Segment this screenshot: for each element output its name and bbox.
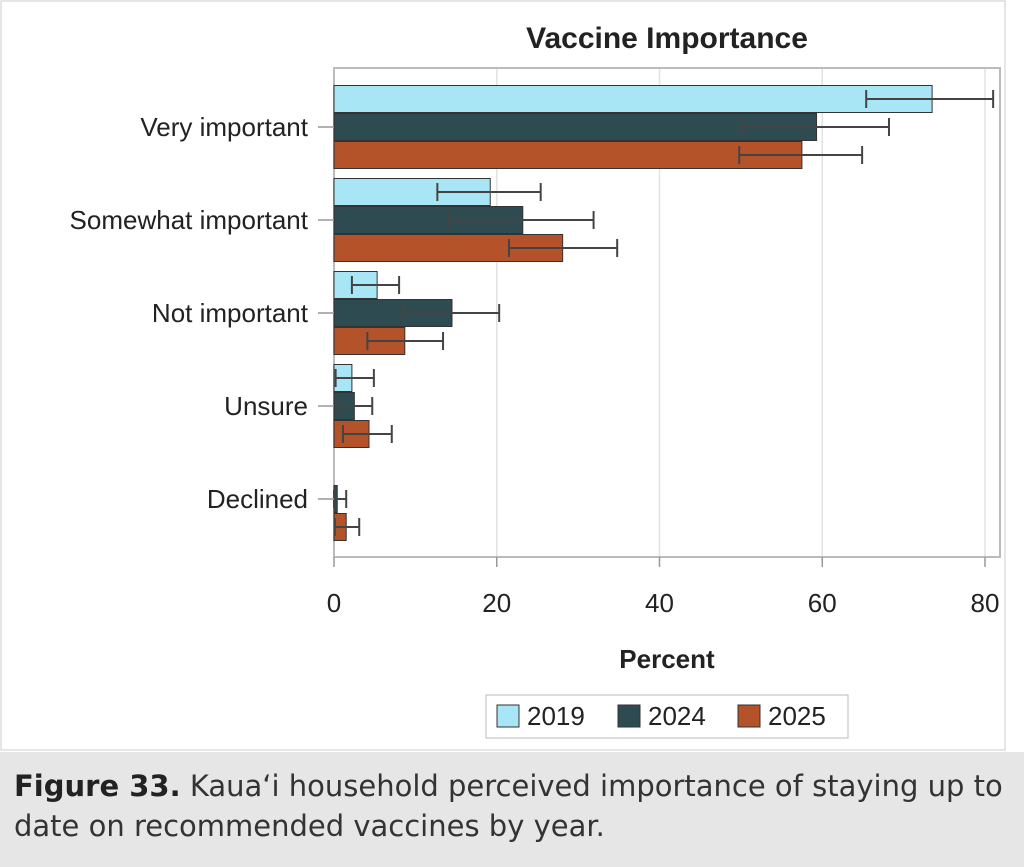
legend-label: 2019 [527,701,585,731]
legend: 2019 2024 2025 [485,694,849,739]
error-bar [507,239,619,257]
legend-box [485,694,849,739]
error-bar [738,146,864,164]
figure-caption: Figure 33. Kauaʻi household perceived im… [0,752,1024,867]
x-tick-label: 60 [808,588,837,618]
error-bar [366,332,445,350]
category-label: Not important [152,298,309,328]
x-axis-label: Percent [619,644,715,674]
error-bar [402,304,501,322]
error-bar [341,425,393,443]
error-bar [333,518,361,536]
error-bar [350,276,401,294]
bar-2024 [333,113,818,141]
chart-title: Vaccine Importance [526,22,808,55]
x-tick-label: 20 [482,588,511,618]
x-tick-label: 80 [971,588,1000,618]
legend-swatch-2019 [496,704,520,728]
error-bar [436,183,542,201]
caption-text: Kauaʻi household perceived importance of… [14,769,1003,843]
category-label: Declined [207,484,308,514]
error-bar [865,90,995,108]
legend-label: 2024 [648,701,706,731]
bar-2019 [333,85,933,113]
category-label: Very important [140,112,308,142]
error-bar [740,118,890,136]
bar-chart: Vaccine Importance Very important Somewha… [0,0,1006,751]
legend-swatch-2024 [617,704,641,728]
legend-label: 2025 [768,701,826,731]
error-bar [337,397,374,415]
caption-label: Figure 33. [14,769,181,803]
x-tick-label: 40 [645,588,674,618]
category-label: Somewhat important [70,205,309,235]
bar-2025 [333,141,803,169]
legend-swatch-2025 [737,704,761,728]
x-tick-label: 0 [327,588,341,618]
error-bar [334,369,375,387]
category-label: Unsure [224,391,308,421]
error-bar [447,211,595,229]
